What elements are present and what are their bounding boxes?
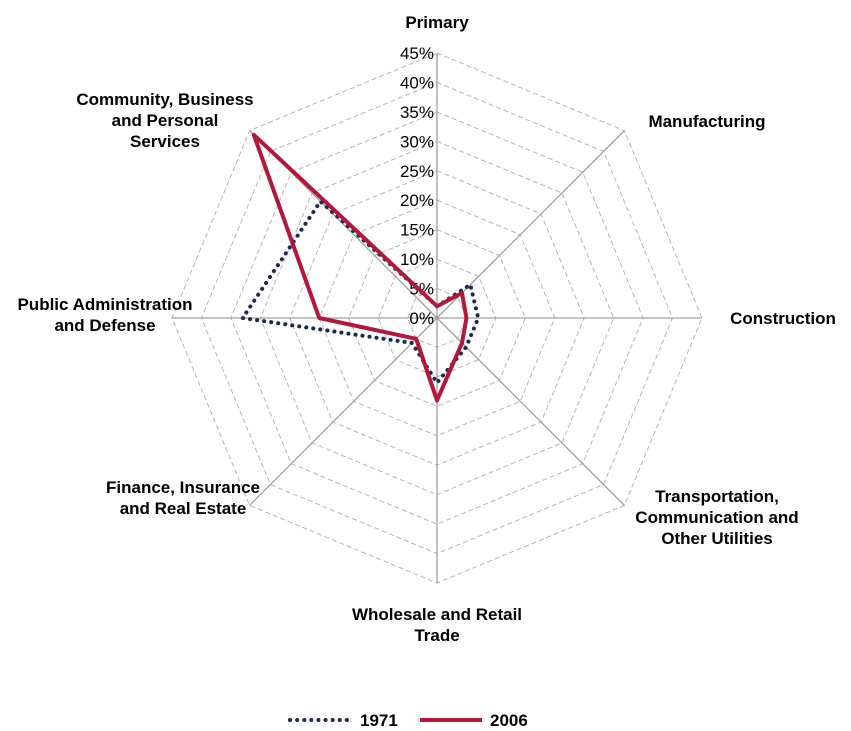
r-tick-label: 45% <box>400 44 434 63</box>
axis-spoke <box>436 130 625 319</box>
r-tick-label: 15% <box>400 221 434 240</box>
r-tick-label: 0% <box>409 309 434 328</box>
r-tick-label: 10% <box>400 250 434 269</box>
r-tick-label: 40% <box>400 73 434 92</box>
category-label: Finance, Insurance and Real Estate <box>106 478 260 518</box>
category-label: Wholesale and Retail Trade <box>351 605 523 645</box>
series-line <box>240 199 481 385</box>
category-label: Public Administration and Defense <box>17 295 193 335</box>
r-tick-label: 30% <box>400 132 434 151</box>
category-label: Manufacturing <box>648 111 766 131</box>
series-line <box>251 132 469 403</box>
category-label: Construction <box>730 308 836 328</box>
r-tick-label: 25% <box>400 162 434 181</box>
grid-ring <box>230 111 644 525</box>
category-label: Community, Business and Personal Service… <box>76 89 254 151</box>
category-label: Primary <box>405 12 469 32</box>
r-tick-label: 35% <box>400 103 434 122</box>
legend-label: 1971 <box>360 711 398 730</box>
axis-spoke <box>249 317 438 506</box>
legend-label: 2006 <box>490 711 528 730</box>
category-label: Transportation, Communication and Other … <box>635 486 799 548</box>
r-tick-label: 20% <box>400 191 434 210</box>
grid-ring <box>348 229 526 407</box>
axis-spoke <box>436 317 625 506</box>
